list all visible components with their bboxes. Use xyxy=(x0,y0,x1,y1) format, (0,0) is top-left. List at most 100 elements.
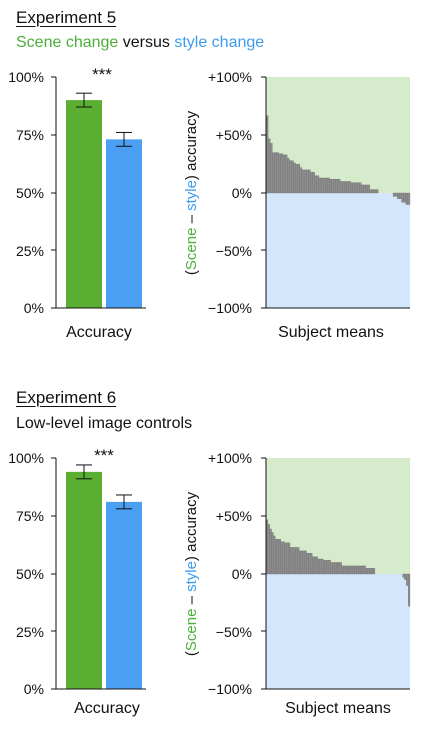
y-tick-label: 100% xyxy=(8,450,44,466)
subject-mean-bar xyxy=(319,558,322,575)
subject-mean-bar xyxy=(367,184,370,194)
y-tick-label: 25% xyxy=(16,624,44,640)
subject-mean-bar xyxy=(350,182,353,194)
subject-means-panel-exp5: +100% +50% 0% −50% −100% (Scene – style)… xyxy=(183,69,411,341)
subject-mean-bar xyxy=(365,568,368,575)
subject-mean-bar xyxy=(342,181,345,194)
subject-mean-bar xyxy=(306,553,309,575)
subject-mean-bar xyxy=(408,573,411,607)
subject-mean-bar xyxy=(310,172,313,194)
style-advantage-region xyxy=(266,193,410,308)
subject-mean-bar xyxy=(291,160,294,194)
subject-mean-bar xyxy=(333,178,337,194)
x-axis-label: Accuracy xyxy=(66,324,132,341)
subject-mean-bar xyxy=(295,547,298,575)
x-axis-label: Subject means xyxy=(278,324,384,341)
subject-mean-bar xyxy=(291,547,294,575)
y-tick-label: 0% xyxy=(232,185,252,201)
subject-mean-bar xyxy=(328,559,331,575)
subject-mean-bar xyxy=(345,565,348,575)
ylabel-part: ( xyxy=(183,270,200,275)
experiment-6-figure: *** 100% 75% 50% 25% 0% Accuracy +100% +… xyxy=(8,446,411,717)
subject-mean-bar xyxy=(324,559,328,575)
subject-mean-bar xyxy=(313,556,316,575)
subject-mean-bar xyxy=(308,169,311,194)
subject-mean-bar xyxy=(330,562,333,575)
versus-label: versus xyxy=(118,34,175,51)
subject-mean-bar xyxy=(304,550,307,575)
scene-change-label: Scene change xyxy=(16,34,119,51)
y-tick-label: −50% xyxy=(216,624,252,640)
subject-mean-bar xyxy=(299,550,302,575)
subject-mean-bar xyxy=(314,175,317,194)
subject-mean-bar xyxy=(395,192,398,197)
subject-mean-bar xyxy=(361,184,364,194)
subject-mean-bar xyxy=(369,568,372,575)
subject-mean-bar xyxy=(343,565,346,575)
y-axis-label: (Scene – style) accuracy xyxy=(183,110,200,275)
x-axis-label: Accuracy xyxy=(74,700,140,717)
y-tick-label: −50% xyxy=(216,243,252,259)
subject-mean-bar xyxy=(402,573,405,578)
subject-means-panel-exp6: +100% +50% 0% −50% −100% (Scene – style)… xyxy=(183,450,411,717)
subject-mean-bar xyxy=(303,169,307,194)
ylabel-style: style xyxy=(183,180,200,211)
subject-mean-bar xyxy=(306,169,309,194)
subject-mean-bar xyxy=(344,181,347,194)
subject-mean-bar xyxy=(323,559,326,575)
subject-mean-bar xyxy=(321,558,324,575)
subject-mean-bar xyxy=(317,558,320,575)
subject-mean-bar xyxy=(315,556,318,575)
subject-mean-bar xyxy=(363,565,366,575)
y-tick-label: +50% xyxy=(216,508,252,524)
subject-mean-bar xyxy=(356,182,360,194)
subject-mean-bar xyxy=(348,565,352,575)
subject-mean-bar xyxy=(352,565,355,575)
ylabel-part: – xyxy=(183,211,200,228)
subject-mean-bar xyxy=(300,550,304,575)
subject-mean-bar xyxy=(337,178,341,194)
subject-mean-bar xyxy=(267,138,271,194)
subject-mean-bar xyxy=(339,562,342,575)
experiment-6-title: Experiment 6 xyxy=(16,388,117,407)
subject-mean-bar xyxy=(405,192,409,205)
subject-mean-bar xyxy=(407,192,411,205)
subject-mean-bar xyxy=(301,169,305,194)
y-tick-label: −100% xyxy=(208,300,252,316)
subject-mean-bar xyxy=(282,541,285,575)
subject-mean-bar xyxy=(397,192,400,199)
subject-mean-bar xyxy=(271,532,274,575)
ylabel-scene: Scene xyxy=(183,228,200,271)
subject-mean-bar xyxy=(356,565,359,575)
subject-mean-bar xyxy=(269,528,272,575)
subject-mean-bar xyxy=(293,547,296,575)
subject-mean-bar xyxy=(403,192,406,203)
subject-mean-bar xyxy=(371,568,374,575)
subject-mean-bar xyxy=(310,553,313,575)
ylabel-style: style xyxy=(183,561,200,592)
subject-mean-bar xyxy=(278,539,281,575)
y-tick-label: 75% xyxy=(16,127,44,143)
subject-mean-bar xyxy=(331,178,334,194)
subject-mean-bar xyxy=(363,184,366,194)
subject-mean-bar xyxy=(371,189,375,194)
subject-mean-bar xyxy=(312,556,315,575)
subject-mean-bar xyxy=(336,562,339,575)
subject-mean-bar xyxy=(297,547,300,575)
accuracy-panel-exp5: *** 100% 75% 50% 25% 0% Accuracy xyxy=(8,65,146,341)
subject-mean-bar xyxy=(347,565,350,575)
subject-mean-bar xyxy=(284,542,287,575)
subject-mean-bar xyxy=(287,158,290,194)
subject-mean-bar xyxy=(373,189,377,194)
subject-mean-bar xyxy=(367,568,370,575)
subject-mean-bar xyxy=(339,181,343,194)
subject-mean-bar xyxy=(354,182,358,194)
subject-mean-bar xyxy=(308,553,311,575)
y-tick-label: 50% xyxy=(16,185,44,201)
scene-change-bar xyxy=(66,471,102,689)
style-advantage-region xyxy=(266,574,410,689)
experiment-6-subtitle: Low-level image controls xyxy=(16,415,192,433)
subject-mean-bar xyxy=(326,559,329,575)
subject-mean-bar xyxy=(286,542,289,575)
subject-mean-bar xyxy=(273,535,276,575)
